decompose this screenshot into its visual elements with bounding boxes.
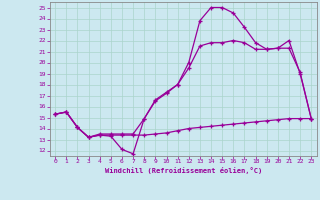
X-axis label: Windchill (Refroidissement éolien,°C): Windchill (Refroidissement éolien,°C): [105, 167, 262, 174]
